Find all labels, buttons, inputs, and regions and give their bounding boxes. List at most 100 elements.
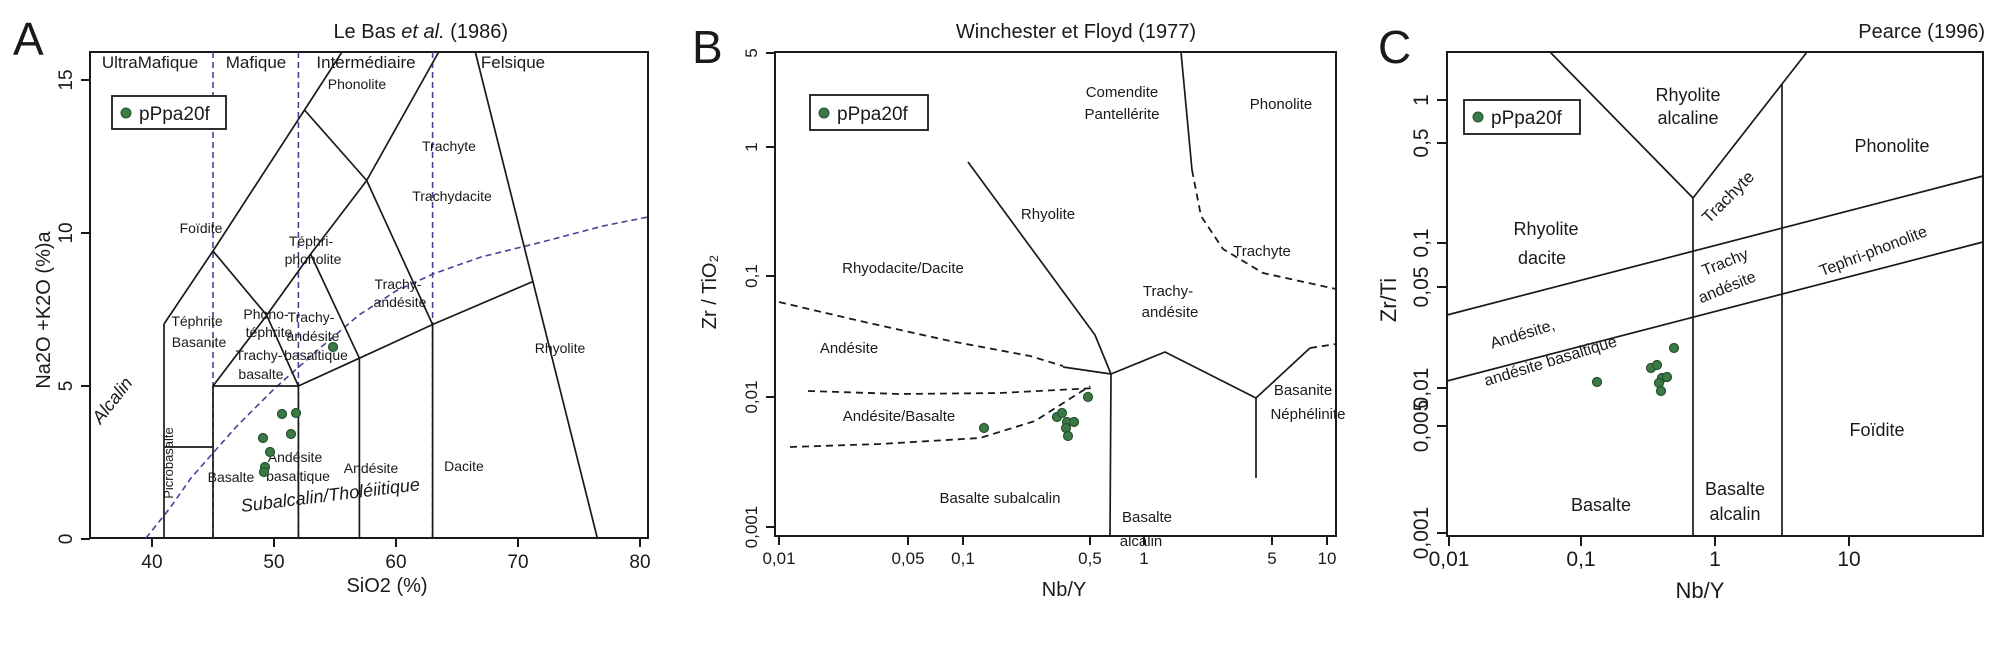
data-point (1668, 342, 1680, 354)
region-label: Andésite (268, 449, 323, 465)
region-label: Foïdite (180, 220, 223, 236)
region-label: basalte (238, 366, 283, 382)
region-label: phonolite (285, 251, 342, 267)
data-point (1068, 416, 1080, 428)
region-label: Néphélinite (1270, 406, 1345, 423)
region-label: Foïdite (1849, 420, 1904, 440)
region-label: andésite (374, 294, 427, 310)
region-label: Phono- (243, 306, 288, 322)
data-point (1056, 407, 1068, 419)
tas-field-boundaries (163, 51, 599, 539)
region-label: Trachy- (236, 347, 283, 363)
y-tick-label: 0,001 (1410, 507, 1433, 560)
region-label: andésite (287, 328, 340, 344)
x-tick-label: 80 (629, 552, 650, 573)
data-point (285, 428, 297, 440)
region-label: Trachyte (1233, 243, 1291, 260)
region-label: Rhyodacite/Dacite (842, 260, 964, 277)
region-label: Andésite/Basalte (843, 408, 956, 425)
panel-c-dynamic-content: C Pearce (1996)0,01 0,1 1 1010,50,10,050,010… (1376, 21, 1985, 603)
data-point (1062, 430, 1074, 442)
region-label: dacite (1518, 248, 1566, 268)
region-label: Basanite (1274, 382, 1332, 399)
region-label: Trachy- (1143, 283, 1193, 300)
region-label: téphrite (246, 324, 293, 340)
y-axis-title: Zr / TiO₂ (699, 255, 721, 329)
legend-marker-icon (1472, 111, 1484, 123)
legend-marker-icon (120, 107, 132, 119)
y-tick-label: 5 (56, 381, 77, 392)
y-tick-label: 0,01 (1410, 368, 1433, 409)
y-tick-label: 10 (56, 222, 77, 243)
region-label: Phonolite (1854, 136, 1929, 156)
panel-title: Pearce (1996) (1858, 21, 1985, 43)
region-label: Picrobasalte (161, 427, 176, 499)
x-tick-label: 0,01 (762, 549, 795, 568)
region-label: Pantellérite (1084, 106, 1159, 123)
panel-pearce: C Pearce (1996)0,01 0,1 1 1010,50,10,050,010… (1376, 21, 1985, 603)
y-axis-title: Na2O +K2O (%)a (33, 230, 55, 388)
data-point (258, 466, 270, 478)
region-label: Phonolite (328, 76, 387, 92)
region-label: Felsique (481, 53, 545, 72)
region-label: Trachyte (422, 138, 476, 154)
region-label: Téphri- (289, 233, 334, 249)
y-tick-label: 15 (56, 69, 77, 90)
wf-field-boundaries-dashed (778, 169, 1337, 448)
region-label: Andésite (344, 460, 399, 476)
region-label: Intermédiaire (316, 53, 415, 72)
y-tick-label: 0,1 (742, 264, 761, 288)
region-label: Rhyolite (1021, 206, 1075, 223)
region-label: Téphrite (171, 313, 223, 329)
region-label: Trachy- (288, 309, 335, 325)
y-tick-label: 1 (742, 142, 761, 151)
region-label: Basalte (1705, 479, 1765, 499)
y-tick-label: 0,01 (742, 380, 761, 413)
y-tick-label: 0,1 (1410, 228, 1433, 257)
region-label: Rhyolite (535, 340, 586, 356)
legend-label: pPpa20f (837, 104, 909, 125)
panel-title: Winchester et Floyd (1977) (956, 21, 1196, 43)
data-point (978, 422, 990, 434)
legend: pPpa20f (809, 94, 929, 131)
plot-frame-b (774, 51, 1337, 537)
legend-marker-icon (818, 107, 830, 119)
region-label: Basalte (1571, 495, 1631, 515)
panel-letter: A (13, 13, 44, 65)
data-point (1651, 359, 1663, 371)
region-label: basaltique (266, 468, 330, 484)
panel-letter: C (1378, 21, 1411, 73)
y-tick-label: 5 (742, 48, 761, 57)
x-tick-label: 50 (263, 552, 284, 573)
y-tick-label: 0 (56, 534, 77, 545)
x-tick-label: 0,1 (1566, 548, 1595, 571)
region-label: basaltique (284, 347, 348, 363)
region-label: Dacite (444, 458, 484, 474)
data-point (276, 408, 288, 420)
region-label: Rhyolite (1655, 85, 1720, 105)
panel-title: Le Bas et al. (1986) (333, 21, 508, 43)
x-tick-label: 60 (385, 552, 406, 573)
x-tick-label: 40 (141, 552, 162, 573)
region-label: Basanite (172, 334, 227, 350)
region-label: Phonolite (1250, 96, 1313, 113)
data-point (1655, 385, 1667, 397)
region-label: Trachy- (375, 276, 422, 292)
region-label: Andésite (820, 340, 878, 357)
region-label: Alcalin (87, 373, 136, 428)
x-tick-label: 10 (1837, 548, 1860, 571)
y-tick-label: 1 (1410, 94, 1433, 106)
region-label: Tephri-phonolite (1817, 223, 1929, 280)
x-tick-label: 0,5 (1078, 549, 1102, 568)
legend-label: pPpa20f (1491, 108, 1563, 129)
legend-label: pPpa20f (139, 104, 211, 125)
data-point (327, 341, 339, 353)
region-label: Basalte subalcalin (940, 490, 1061, 507)
region-label: Trachydacite (412, 188, 492, 204)
region-label: Trachyte (1698, 167, 1758, 227)
x-tick-label: 0,01 (1429, 548, 1470, 571)
region-label: andésite (1142, 304, 1199, 321)
x-axis-title: SiO2 (%) (346, 575, 427, 597)
region-label: Basalte (1122, 509, 1172, 526)
